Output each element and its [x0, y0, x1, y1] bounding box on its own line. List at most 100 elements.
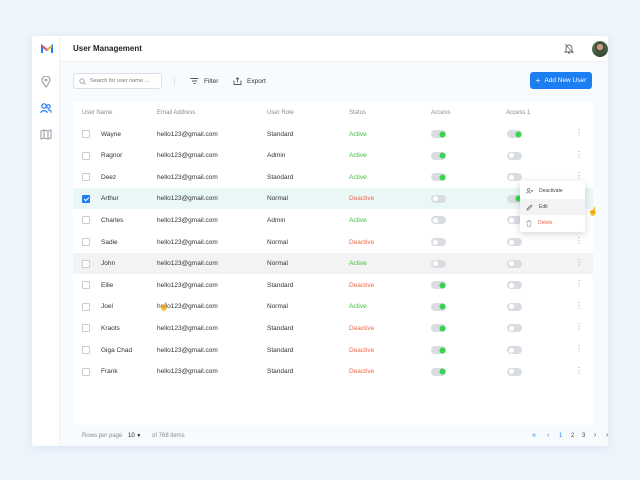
cell-role: Normal [267, 195, 288, 203]
cell-status: Active [349, 260, 367, 268]
table-row[interactable]: Ragnor hello123@gmail.com Admin Active ⋮ [73, 145, 593, 167]
filter-button[interactable]: Filter [190, 75, 218, 87]
row-checkbox[interactable] [82, 151, 90, 160]
access-1-toggle[interactable] [507, 346, 522, 354]
map-icon[interactable] [40, 128, 52, 140]
access-toggle[interactable] [431, 281, 446, 290]
column-header-email[interactable]: Email Address [157, 110, 196, 116]
table-row[interactable]: Joel hello123@gmail.com Normal Active ⋮ [73, 296, 593, 318]
row-checkbox[interactable] [82, 281, 90, 290]
cell-role: Normal [267, 260, 288, 268]
location-pin-icon[interactable] [40, 76, 52, 88]
row-checkbox[interactable] [82, 194, 90, 203]
cell-email: hello123@gmail.com [157, 130, 218, 138]
search-input[interactable] [90, 78, 160, 84]
access-1-toggle[interactable] [507, 173, 522, 182]
access-toggle[interactable] [431, 324, 446, 333]
access-1-toggle[interactable] [507, 130, 522, 138]
column-header-access[interactable]: Access [431, 110, 451, 116]
table-row[interactable]: Giga Chad hello123@gmail.com Standard Deact… [73, 339, 593, 361]
cell-email: hello123@gmail.com [157, 195, 218, 203]
menu-label-deactivate: Deactivate [539, 188, 563, 194]
more-options-icon[interactable]: ⋮ [575, 300, 583, 310]
column-header-user-name[interactable]: User Name [82, 110, 113, 116]
column-header-status[interactable]: Status [349, 110, 367, 116]
access-toggle[interactable] [431, 151, 446, 160]
access-1-toggle[interactable] [507, 281, 522, 290]
row-checkbox[interactable] [82, 216, 90, 225]
table-row[interactable]: Kraots hello123@gmail.com Standard Deactive… [73, 317, 593, 339]
users-icon[interactable] [40, 102, 52, 114]
access-1-toggle[interactable] [507, 367, 522, 376]
menu-item-deactivate[interactable]: Deactivate [520, 183, 585, 199]
page-2-button[interactable]: 2 [571, 433, 575, 439]
row-checkbox[interactable] [82, 346, 90, 354]
table-row[interactable]: Wayne hello123@gmail.com Standard Active ⋮ [73, 123, 593, 145]
table-row[interactable]: John hello123@gmail.com Normal Active ⋮ [73, 252, 593, 275]
row-checkbox[interactable] [82, 367, 90, 376]
next-page-icon[interactable]: › [594, 432, 597, 439]
more-options-icon[interactable]: ⋮ [575, 128, 583, 137]
access-1-toggle[interactable] [507, 238, 522, 246]
cell-status: Deactive [349, 324, 375, 332]
column-header-access-1[interactable]: Access 1 [506, 110, 531, 116]
table-row[interactable]: Deez hello123@gmail.com Standard Active ⋮ [73, 166, 593, 188]
access-toggle[interactable] [431, 346, 446, 354]
rows-per-page-select[interactable]: 10 ▼ [128, 433, 141, 439]
access-1-toggle[interactable] [507, 302, 522, 311]
table-row[interactable]: Ellie hello123@gmail.com Standard Deactive ⋮ [73, 274, 593, 296]
table-row[interactable]: Frank hello123@gmail.com Standard Deactive ⋮ [73, 361, 593, 383]
filter-label: Filter [204, 77, 219, 85]
export-label: Export [247, 77, 266, 85]
more-options-icon[interactable]: ⋮ [575, 171, 583, 181]
access-toggle[interactable] [431, 302, 446, 311]
cell-email: hello123@gmail.com [157, 152, 218, 160]
access-toggle[interactable] [431, 194, 446, 203]
row-checkbox[interactable] [82, 173, 90, 182]
access-toggle[interactable] [431, 130, 446, 138]
search-box[interactable] [73, 73, 162, 89]
avatar[interactable] [592, 41, 608, 57]
access-toggle[interactable] [431, 238, 446, 246]
more-options-icon[interactable]: ⋮ [575, 344, 583, 353]
access-toggle[interactable] [431, 367, 446, 376]
page-3-button[interactable]: 3 [582, 433, 586, 439]
more-options-icon[interactable]: ⋮ [575, 149, 583, 159]
more-options-icon[interactable]: ⋮ [575, 365, 583, 375]
row-checkbox[interactable] [82, 130, 90, 138]
column-header-role[interactable]: User Role [267, 110, 294, 116]
more-options-icon[interactable]: ⋮ [575, 257, 583, 267]
more-options-icon[interactable]: ⋮ [575, 236, 583, 245]
prev-page-icon[interactable]: ‹ [547, 432, 550, 439]
access-1-toggle[interactable] [507, 324, 522, 333]
first-page-icon[interactable]: « [532, 432, 536, 439]
access-1-toggle[interactable] [507, 216, 522, 225]
access-toggle[interactable] [431, 259, 446, 268]
access-toggle[interactable] [431, 216, 446, 225]
table-row[interactable]: Sadie hello123@gmail.com Normal Deactive ⋮ [73, 231, 593, 253]
export-icon [233, 77, 242, 85]
caret-down-icon: ▼ [136, 433, 142, 439]
row-checkbox[interactable] [82, 238, 90, 246]
row-checkbox[interactable] [82, 302, 90, 311]
export-button[interactable]: Export [233, 75, 266, 87]
cell-role: Admin [267, 216, 286, 224]
last-page-icon[interactable]: » [606, 432, 608, 439]
row-checkbox[interactable] [82, 259, 90, 268]
access-1-toggle[interactable] [507, 151, 522, 160]
access-1-toggle[interactable] [507, 259, 522, 268]
more-options-icon[interactable]: ⋮ [575, 322, 583, 332]
menu-item-edit[interactable]: Edit [520, 199, 585, 215]
cell-role: Admin [267, 152, 286, 160]
access-1-toggle[interactable] [507, 194, 522, 203]
bell-icon[interactable] [564, 43, 574, 54]
menu-item-delete[interactable]: Delete [520, 215, 585, 231]
more-options-icon[interactable]: ⋮ [575, 279, 583, 289]
app-logo-icon[interactable] [41, 44, 53, 54]
add-new-user-button[interactable]: + Add New User [530, 72, 592, 89]
access-toggle[interactable] [431, 173, 446, 182]
page-1-button[interactable]: 1 [559, 433, 563, 439]
row-checkbox[interactable] [82, 324, 90, 333]
